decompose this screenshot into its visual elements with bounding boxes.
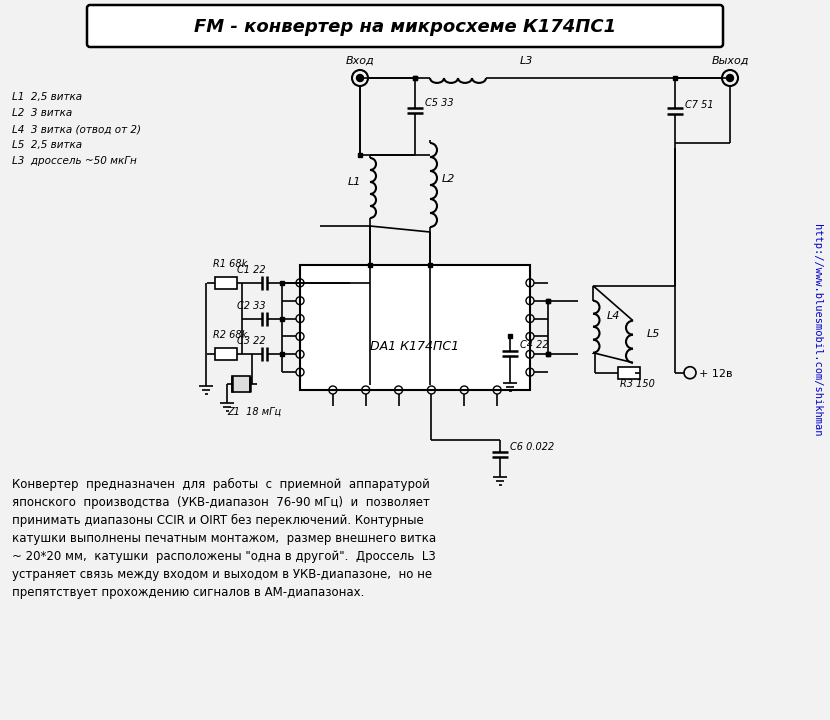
Text: ~ 20*20 мм,  катушки  расположены "одна в другой".  Дроссель  L3: ~ 20*20 мм, катушки расположены "одна в …	[12, 550, 436, 563]
Text: DA1 К174ПС1: DA1 К174ПС1	[370, 340, 460, 353]
Text: L2: L2	[442, 174, 456, 184]
Text: L3  дроссель ~50 мкГн: L3 дроссель ~50 мкГн	[12, 156, 137, 166]
Circle shape	[357, 74, 364, 81]
Text: Конвертер  предназначен  для  работы  с  приемной  аппаратурой: Конвертер предназначен для работы с прие…	[12, 478, 430, 491]
Text: устраняет связь между входом и выходом в УКВ-диапазоне,  но не: устраняет связь между входом и выходом в…	[12, 568, 432, 581]
Text: L5  2,5 витка: L5 2,5 витка	[12, 140, 82, 150]
FancyBboxPatch shape	[87, 5, 723, 47]
Text: L3: L3	[520, 56, 534, 66]
Text: C5 33: C5 33	[425, 98, 454, 108]
Text: C7 51: C7 51	[685, 100, 714, 110]
Text: http://www.bluesmobil.com/shikhman: http://www.bluesmobil.com/shikhman	[812, 224, 822, 436]
Bar	[300, 265, 530, 390]
Text: принимать диапазоны CCIR и OIRT без переключений. Контурные: принимать диапазоны CCIR и OIRT без пере…	[12, 514, 424, 527]
Text: японского  производства  (УКВ-диапазон  76-90 мГц)  и  позволяет: японского производства (УКВ-диапазон 76-…	[12, 496, 430, 509]
Text: C3 22: C3 22	[237, 336, 266, 346]
Text: C4 22: C4 22	[520, 341, 549, 351]
Text: C1 22: C1 22	[237, 265, 266, 275]
Text: катушки выполнены печатным монтажом,  размер внешнего витка: катушки выполнены печатным монтажом, раз…	[12, 532, 436, 545]
Text: Z1  18 мГц: Z1 18 мГц	[227, 406, 281, 416]
Text: FM - конвертер на микросхеме К174ПС1: FM - конвертер на микросхеме К174ПС1	[194, 18, 616, 36]
Text: L5: L5	[647, 329, 661, 338]
Text: L1: L1	[348, 177, 361, 187]
Text: Вход: Вход	[345, 56, 374, 66]
Text: L2  3 витка: L2 3 витка	[12, 108, 72, 118]
Text: Выход: Выход	[711, 56, 749, 66]
Text: L4  3 витка (отвод от 2): L4 3 витка (отвод от 2)	[12, 124, 141, 134]
Text: L1  2,5 витка: L1 2,5 витка	[12, 92, 82, 102]
Text: C6 0.022: C6 0.022	[510, 442, 554, 452]
Text: + 12в: + 12в	[699, 369, 733, 379]
Text: препятствует прохождению сигналов в AM-диапазонах.: препятствует прохождению сигналов в AM-д…	[12, 586, 364, 599]
Bar	[215, 277, 237, 289]
Bar	[618, 366, 640, 379]
Bar	[215, 348, 237, 360]
Bar	[232, 377, 250, 392]
Text: R1 68k: R1 68k	[213, 259, 247, 269]
Text: L4: L4	[607, 311, 620, 320]
Text: C2 33: C2 33	[237, 300, 266, 310]
Text: R3 150: R3 150	[620, 379, 655, 389]
Circle shape	[726, 74, 734, 81]
Text: R2 68k: R2 68k	[213, 330, 247, 341]
